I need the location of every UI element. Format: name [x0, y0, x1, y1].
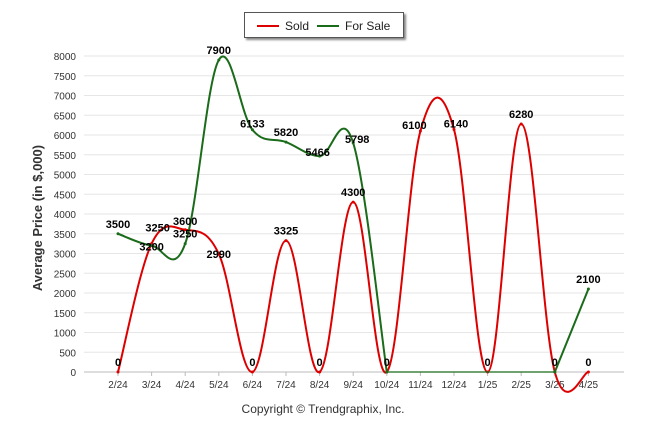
- data-label: 6133: [240, 119, 264, 131]
- data-label: 0: [585, 357, 591, 369]
- y-tick-label: 6500: [54, 111, 77, 122]
- x-tick-label: 2/25: [511, 380, 531, 391]
- data-label: 0: [317, 357, 323, 369]
- data-point: [385, 370, 389, 374]
- data-label: 6280: [509, 109, 533, 121]
- x-tick-label: 6/24: [243, 380, 263, 391]
- data-label: 6140: [444, 118, 468, 130]
- y-tick-label: 1000: [54, 329, 77, 340]
- x-tick-label: 3/25: [545, 380, 565, 391]
- legend-item-sold[interactable]: Sold: [257, 19, 309, 33]
- data-label: 3325: [274, 226, 298, 238]
- data-label: 3200: [139, 242, 163, 254]
- data-point: [519, 122, 523, 126]
- data-point: [250, 370, 254, 374]
- data-label: 5798: [345, 134, 369, 146]
- data-point: [284, 140, 288, 144]
- data-point: [116, 370, 120, 374]
- data-point: [318, 370, 322, 374]
- data-point: [351, 141, 355, 145]
- data-label: 5466: [305, 147, 329, 159]
- x-tick-label: 5/24: [209, 380, 229, 391]
- data-point: [217, 58, 221, 62]
- data-label: 2100: [576, 274, 600, 286]
- y-tick-label: 1500: [54, 309, 77, 320]
- y-tick-label: 4500: [54, 190, 77, 201]
- sold-swatch: [257, 24, 279, 27]
- x-tick-label: 9/24: [343, 380, 363, 391]
- x-tick-label: 8/24: [310, 380, 330, 391]
- y-tick-label: 0: [70, 368, 76, 379]
- data-point: [217, 252, 221, 256]
- axes: 0 500 1000 1500 2000 2500 3000 3500 4000 4500 5000…: [54, 52, 624, 391]
- y-tick-label: 2500: [54, 269, 77, 280]
- data-label: 6100: [402, 120, 426, 132]
- data-point: [250, 128, 254, 132]
- data-label: 3500: [106, 219, 130, 231]
- data-label: 0: [384, 357, 390, 369]
- data-label: 0: [249, 357, 255, 369]
- x-tick-label: 12/24: [441, 380, 466, 391]
- data-label: 3600: [173, 216, 197, 228]
- data-label: 2990: [207, 249, 231, 261]
- y-axis-label: Average Price (in $,000): [30, 145, 45, 291]
- legend-item-for-sale[interactable]: For Sale: [317, 19, 390, 33]
- data-point: [116, 232, 120, 236]
- y-tick-label: 3000: [54, 250, 77, 261]
- data-point: [418, 129, 422, 133]
- data-label: 0: [485, 357, 491, 369]
- y-tick-label: 2000: [54, 289, 77, 300]
- data-point: [150, 244, 154, 248]
- copyright-text: Copyright © Trendgraphix, Inc.: [241, 402, 405, 416]
- data-label: 3250: [145, 223, 169, 235]
- x-tick-label: 3/24: [142, 380, 162, 391]
- x-tick-label: 4/25: [579, 380, 599, 391]
- data-point: [586, 287, 590, 291]
- data-label: 0: [115, 357, 121, 369]
- y-tick-label: 500: [59, 348, 76, 359]
- y-tick-label: 3500: [54, 230, 77, 241]
- x-tick-label: 1/25: [478, 380, 498, 391]
- data-label: 5820: [274, 127, 298, 139]
- data-label: 4300: [341, 187, 365, 199]
- data-point: [351, 200, 355, 204]
- series-line-for-sale: [553, 288, 590, 373]
- for-sale-swatch: [317, 24, 339, 27]
- y-tick-label: 7500: [54, 72, 77, 83]
- y-tick-label: 8000: [54, 52, 77, 63]
- data-label: 7900: [207, 45, 231, 57]
- x-tick-label: 7/24: [276, 380, 296, 391]
- data-point: [284, 239, 288, 243]
- x-tick-label: 11/24: [408, 380, 433, 391]
- data-label: 0: [552, 357, 558, 369]
- data-point: [553, 370, 557, 374]
- grid: [84, 55, 624, 373]
- y-tick-label: 6000: [54, 131, 77, 142]
- series: [116, 55, 590, 393]
- legend-label-for-sale: For Sale: [345, 19, 391, 33]
- legend: Sold For Sale: [244, 12, 404, 38]
- x-tick-label: 4/24: [175, 380, 195, 391]
- data-point: [452, 127, 456, 131]
- y-tick-label: 4000: [54, 210, 77, 221]
- y-tick-label: 7000: [54, 92, 77, 103]
- data-point: [183, 228, 187, 232]
- legend-label-sold: Sold: [285, 19, 310, 33]
- data-point: [586, 370, 590, 374]
- y-tick-label: 5500: [54, 151, 77, 162]
- x-tick-label: 2/24: [108, 380, 128, 391]
- x-tick-label: 10/24: [374, 380, 399, 391]
- y-tick-label: 5000: [54, 171, 77, 182]
- data-label: 3250: [173, 229, 197, 241]
- data-point: [183, 242, 187, 246]
- data-point: [318, 154, 322, 158]
